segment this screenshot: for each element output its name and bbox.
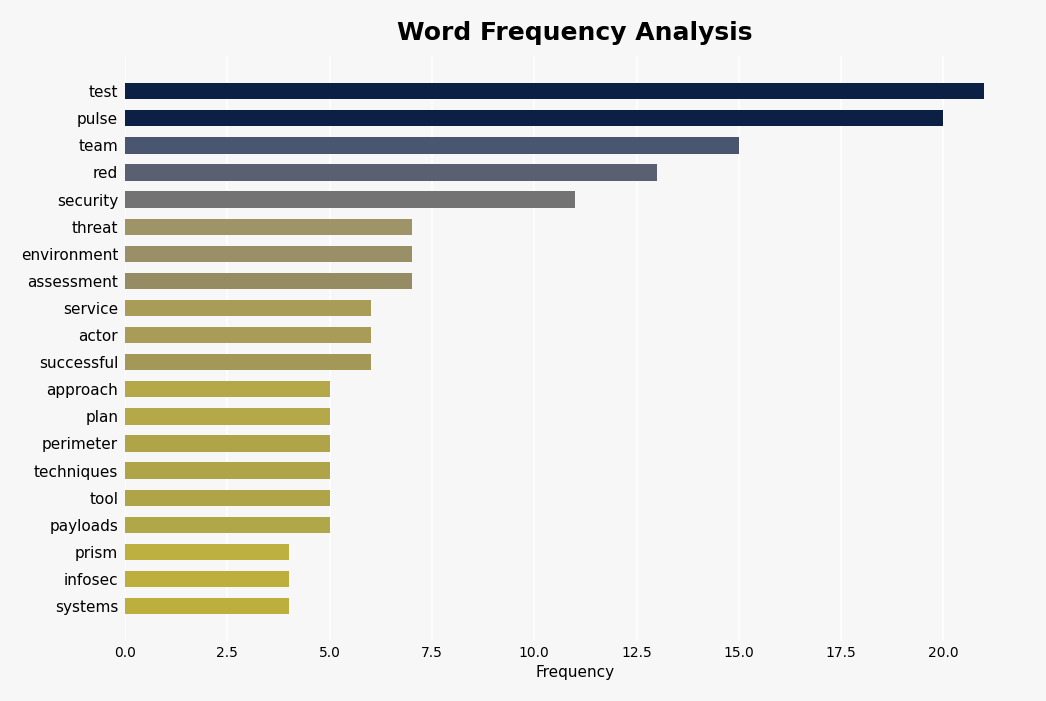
Bar: [126, 571, 289, 587]
Bar: [126, 110, 943, 126]
Bar: [126, 354, 370, 370]
Bar: [126, 517, 329, 533]
Bar: [126, 273, 411, 289]
X-axis label: Frequency: Frequency: [536, 665, 615, 680]
Bar: [126, 164, 657, 181]
Bar: [126, 544, 289, 560]
Bar: [126, 489, 329, 506]
Bar: [126, 463, 329, 479]
Bar: [126, 245, 411, 262]
Bar: [126, 83, 984, 100]
Bar: [126, 137, 738, 154]
Bar: [126, 408, 329, 425]
Bar: [126, 381, 329, 397]
Bar: [126, 191, 575, 207]
Bar: [126, 598, 289, 614]
Title: Word Frequency Analysis: Word Frequency Analysis: [397, 21, 753, 45]
Bar: [126, 435, 329, 451]
Bar: [126, 300, 370, 316]
Bar: [126, 219, 411, 235]
Bar: [126, 327, 370, 343]
